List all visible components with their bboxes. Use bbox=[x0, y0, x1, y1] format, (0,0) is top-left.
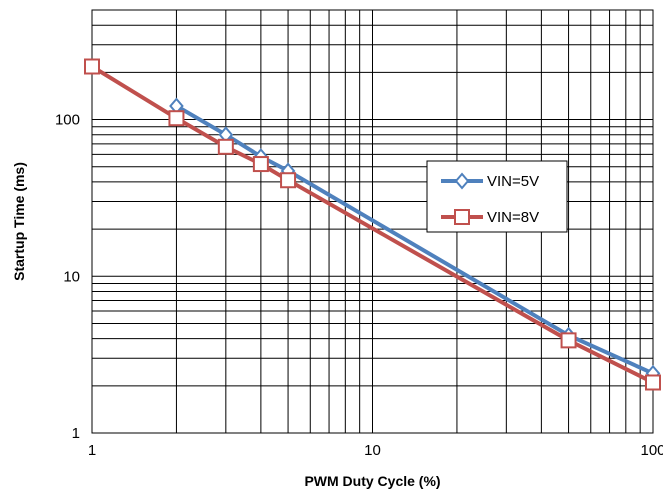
y-tick-label: 1 bbox=[72, 425, 80, 442]
x-tick-label: 10 bbox=[364, 442, 381, 459]
legend-entry: VIN=8V bbox=[441, 209, 539, 226]
y-tick-label: 10 bbox=[63, 268, 80, 285]
y-tick-label: 100 bbox=[55, 112, 80, 129]
data-point bbox=[217, 138, 234, 155]
legend: VIN=5V VIN=8V bbox=[426, 160, 568, 233]
legend-marker bbox=[454, 209, 470, 225]
legend-label: VIN=8V bbox=[487, 209, 539, 226]
series-line bbox=[175, 104, 654, 376]
data-point bbox=[252, 156, 269, 173]
data-point bbox=[168, 110, 185, 127]
plot-area-border bbox=[91, 9, 654, 434]
legend-label: VIN=5V bbox=[487, 173, 539, 190]
y-axis-title: Startup Time (ms) bbox=[11, 162, 27, 281]
series-1 bbox=[84, 58, 661, 391]
data-point bbox=[280, 172, 297, 189]
tick-labels: 1 10 100 1 10 100 bbox=[55, 112, 663, 459]
x-axis-title: PWM Duty Cycle (%) bbox=[304, 473, 440, 489]
data-point bbox=[560, 332, 577, 349]
legend-box bbox=[426, 160, 568, 233]
legend-marker bbox=[454, 172, 470, 190]
legend-entry: VIN=5V bbox=[441, 172, 539, 190]
x-tick-label: 100 bbox=[640, 442, 663, 459]
data-point bbox=[645, 374, 661, 391]
series-layer bbox=[84, 58, 661, 391]
data-point bbox=[84, 58, 100, 75]
x-tick-label: 1 bbox=[88, 442, 96, 459]
